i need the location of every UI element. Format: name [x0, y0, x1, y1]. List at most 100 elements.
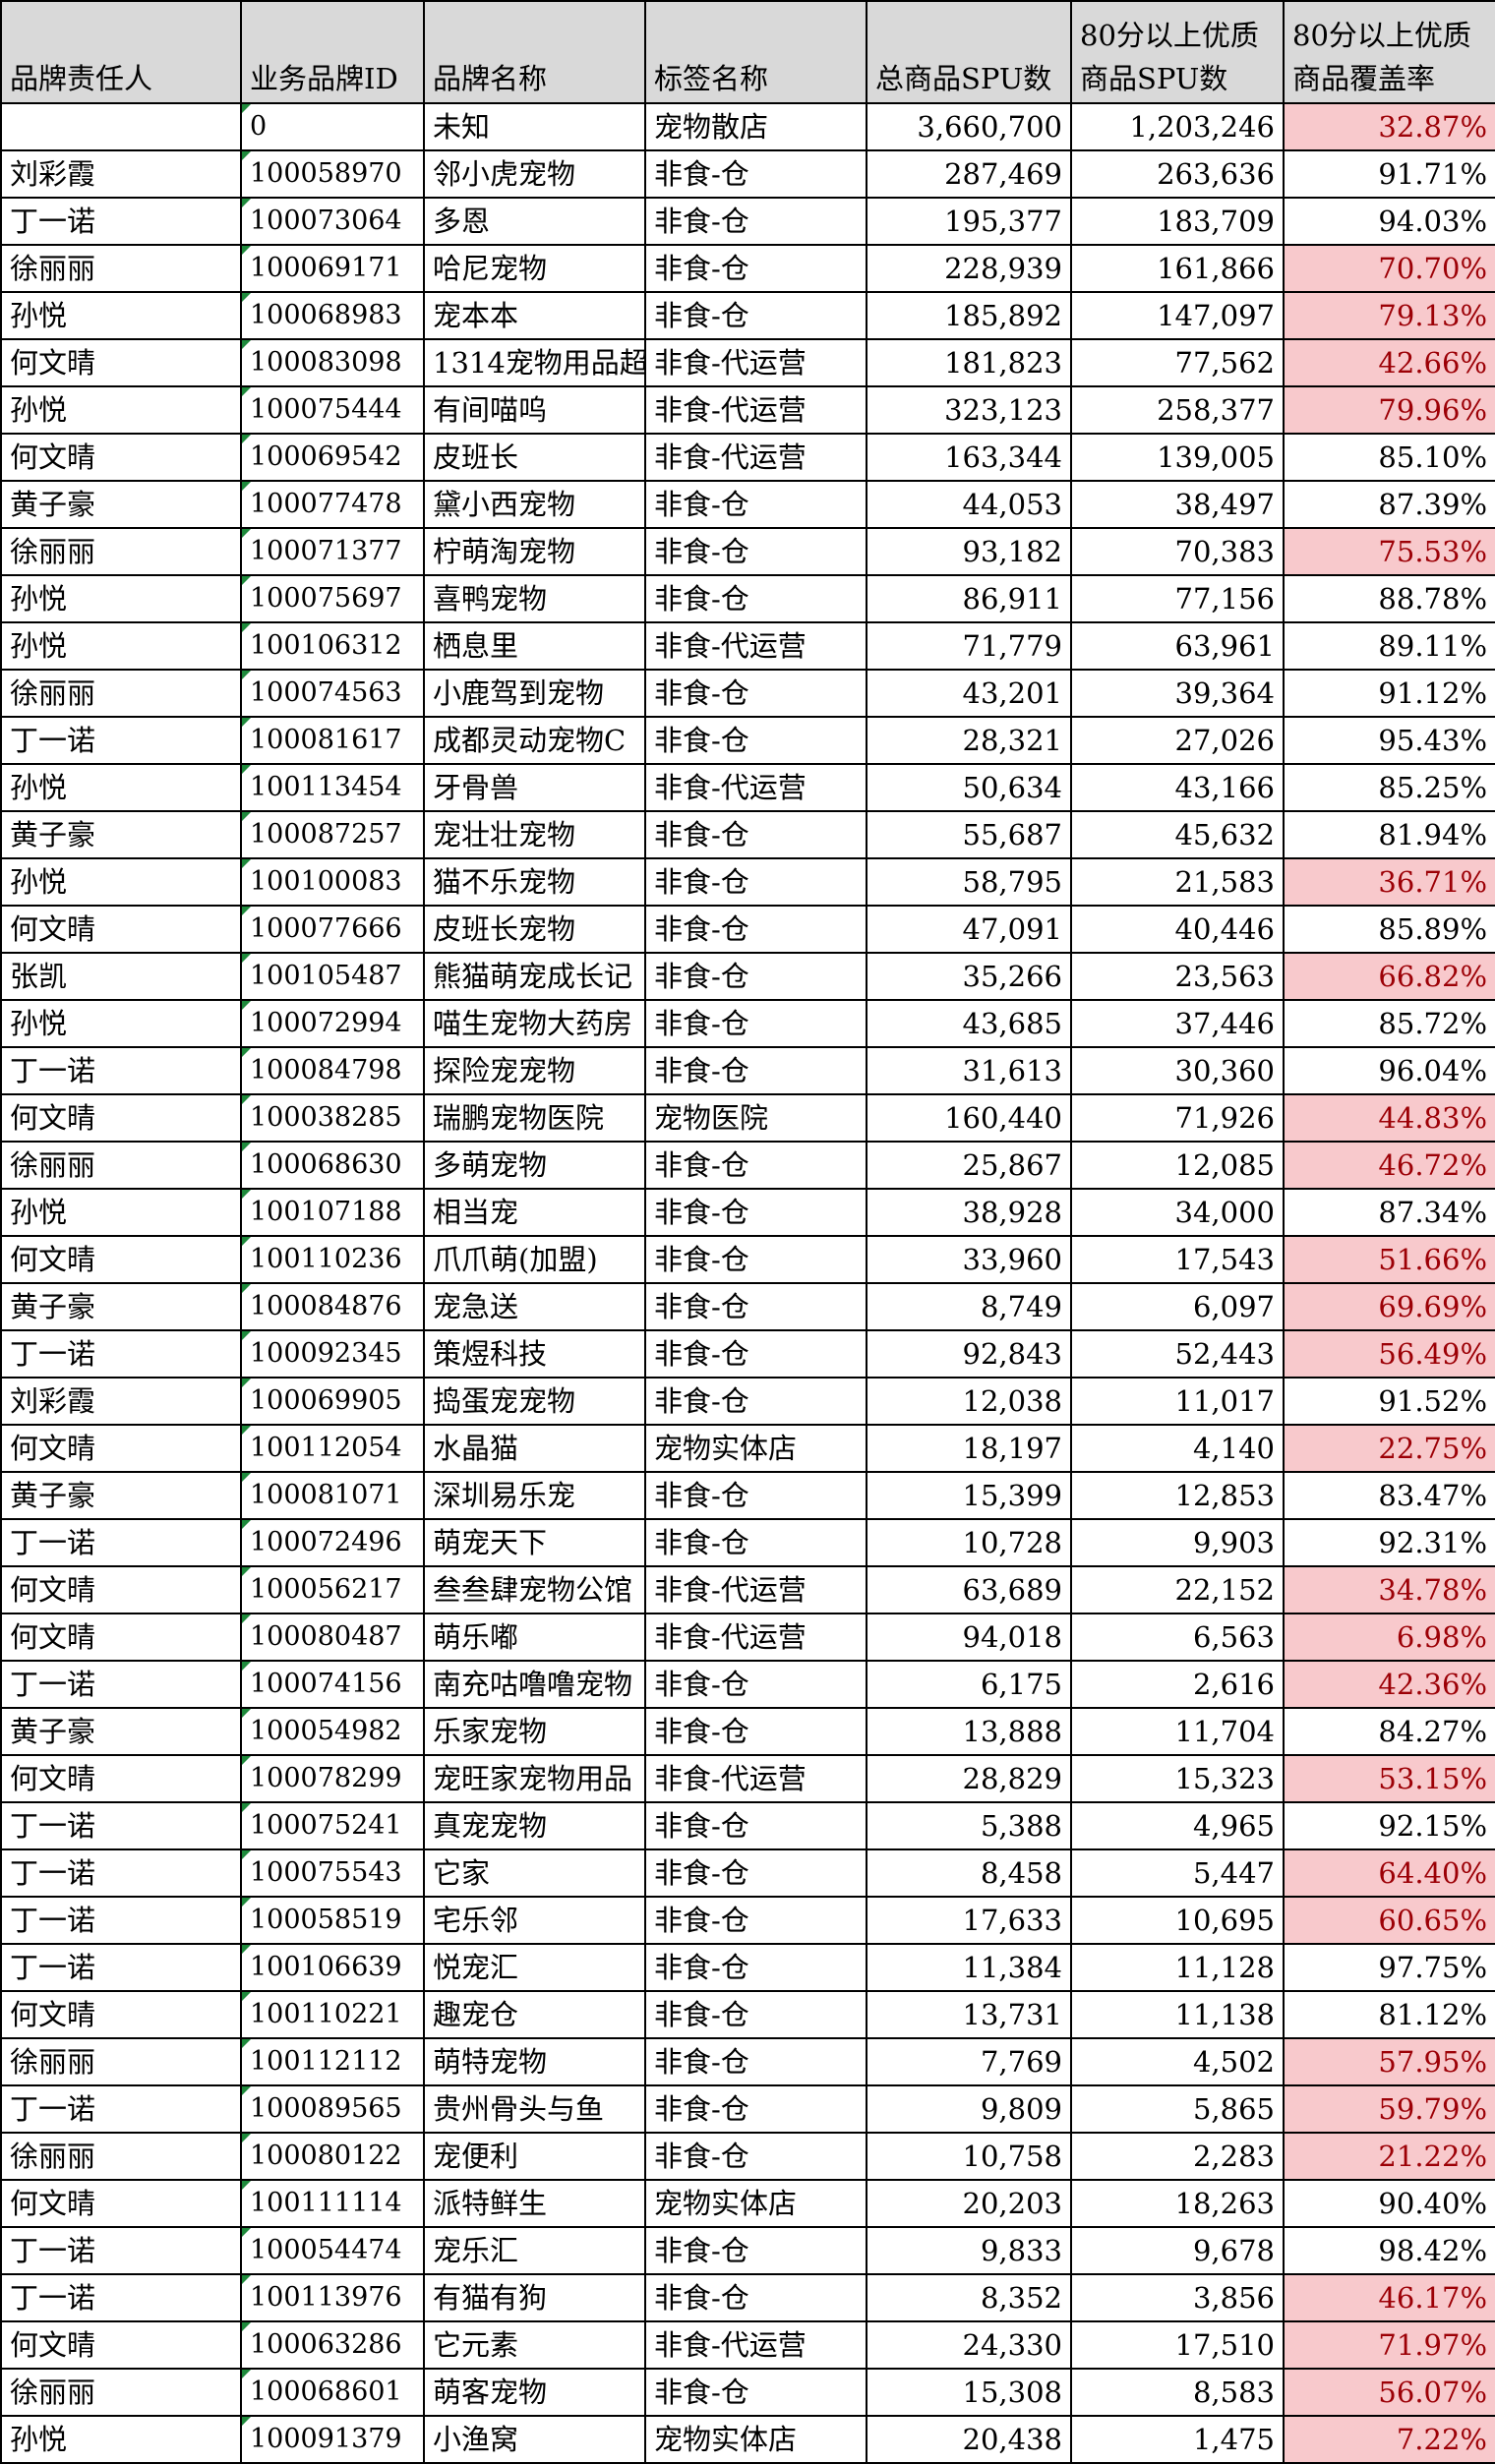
header-tag-name[interactable]: 标签名称	[644, 0, 867, 104]
cell-brand-id[interactable]: 100068630	[240, 1141, 425, 1190]
cell-tag-name[interactable]: 宠物实体店	[644, 1424, 867, 1473]
cell-brand-id[interactable]: 100069905	[240, 1377, 425, 1426]
cell-brand-name[interactable]: 柠萌淘宠物	[423, 527, 646, 576]
cell-brand-id[interactable]: 100075444	[240, 385, 425, 435]
cell-coverage-rate[interactable]: 91.71%	[1283, 149, 1495, 199]
cell-tag-name[interactable]: 非食-仓	[644, 1943, 867, 1992]
cell-brand-id[interactable]: 100074563	[240, 669, 425, 718]
cell-total-spu[interactable]: 33,960	[866, 1235, 1072, 1284]
cell-tag-name[interactable]: 非食-仓	[644, 291, 867, 340]
cell-quality-spu[interactable]: 147,097	[1070, 291, 1285, 340]
cell-owner[interactable]: 孙悦	[0, 763, 242, 812]
cell-brand-id[interactable]: 100058970	[240, 149, 425, 199]
cell-quality-spu[interactable]: 38,497	[1070, 480, 1285, 529]
cell-coverage-rate[interactable]: 85.10%	[1283, 433, 1495, 482]
cell-owner[interactable]: 何文晴	[0, 2320, 242, 2370]
cell-brand-name[interactable]: 相当宠	[423, 1188, 646, 1237]
cell-owner[interactable]: 黄子豪	[0, 1471, 242, 1520]
cell-coverage-rate[interactable]: 85.25%	[1283, 763, 1495, 812]
cell-brand-id[interactable]: 100054982	[240, 1707, 425, 1756]
cell-tag-name[interactable]: 非食-仓	[644, 1471, 867, 1520]
cell-coverage-rate[interactable]: 69.69%	[1283, 1282, 1495, 1331]
cell-quality-spu[interactable]: 12,853	[1070, 1471, 1285, 1520]
cell-quality-spu[interactable]: 11,704	[1070, 1707, 1285, 1756]
cell-coverage-rate[interactable]: 51.66%	[1283, 1235, 1495, 1284]
cell-quality-spu[interactable]: 4,140	[1070, 1424, 1285, 1473]
cell-tag-name[interactable]: 非食-仓	[644, 480, 867, 529]
cell-brand-id[interactable]: 100078299	[240, 1754, 425, 1803]
cell-tag-name[interactable]: 宠物实体店	[644, 2415, 867, 2464]
cell-total-spu[interactable]: 13,888	[866, 1707, 1072, 1756]
cell-quality-spu[interactable]: 77,156	[1070, 574, 1285, 623]
cell-total-spu[interactable]: 11,384	[866, 1943, 1072, 1992]
cell-brand-name[interactable]: 贵州骨头与鱼	[423, 2084, 646, 2134]
cell-quality-spu[interactable]: 11,017	[1070, 1377, 1285, 1426]
cell-owner[interactable]: 张凯	[0, 952, 242, 1001]
cell-total-spu[interactable]: 35,266	[866, 952, 1072, 1001]
cell-owner[interactable]: 何文晴	[0, 1235, 242, 1284]
cell-brand-id[interactable]: 100100083	[240, 857, 425, 907]
cell-total-spu[interactable]: 92,843	[866, 1329, 1072, 1379]
cell-owner[interactable]: 徐丽丽	[0, 669, 242, 718]
cell-owner[interactable]: 何文晴	[0, 905, 242, 954]
cell-total-spu[interactable]: 9,809	[866, 2084, 1072, 2134]
cell-brand-id[interactable]: 100073064	[240, 197, 425, 246]
cell-coverage-rate[interactable]: 60.65%	[1283, 1896, 1495, 1945]
cell-total-spu[interactable]: 43,685	[866, 999, 1072, 1048]
cell-brand-id[interactable]: 100092345	[240, 1329, 425, 1379]
cell-quality-spu[interactable]: 15,323	[1070, 1754, 1285, 1803]
cell-total-spu[interactable]: 12,038	[866, 1377, 1072, 1426]
cell-brand-name[interactable]: 乐家宠物	[423, 1707, 646, 1756]
cell-total-spu[interactable]: 160,440	[866, 1093, 1072, 1143]
cell-total-spu[interactable]: 20,438	[866, 2415, 1072, 2464]
cell-quality-spu[interactable]: 3,856	[1070, 2273, 1285, 2322]
cell-brand-id[interactable]: 100110221	[240, 1990, 425, 2039]
cell-total-spu[interactable]: 15,308	[866, 2368, 1072, 2417]
cell-tag-name[interactable]: 非食-仓	[644, 2273, 867, 2322]
cell-total-spu[interactable]: 8,352	[866, 2273, 1072, 2322]
cell-brand-id[interactable]: 100106312	[240, 621, 425, 671]
cell-brand-name[interactable]: 未知	[423, 102, 646, 151]
cell-brand-name[interactable]: 宠乐汇	[423, 2226, 646, 2275]
cell-owner[interactable]	[0, 102, 242, 151]
cell-brand-id[interactable]: 100113454	[240, 763, 425, 812]
cell-quality-spu[interactable]: 161,866	[1070, 244, 1285, 293]
cell-coverage-rate[interactable]: 83.47%	[1283, 1471, 1495, 1520]
cell-total-spu[interactable]: 50,634	[866, 763, 1072, 812]
cell-owner[interactable]: 黄子豪	[0, 810, 242, 859]
cell-quality-spu[interactable]: 11,128	[1070, 1943, 1285, 1992]
cell-total-spu[interactable]: 15,399	[866, 1471, 1072, 1520]
cell-owner[interactable]: 何文晴	[0, 1990, 242, 2039]
cell-quality-spu[interactable]: 183,709	[1070, 197, 1285, 246]
cell-brand-name[interactable]: 多恩	[423, 197, 646, 246]
cell-brand-name[interactable]: 悦宠汇	[423, 1943, 646, 1992]
cell-tag-name[interactable]: 非食-仓	[644, 244, 867, 293]
cell-quality-spu[interactable]: 39,364	[1070, 669, 1285, 718]
cell-brand-name[interactable]: 邻小虎宠物	[423, 149, 646, 199]
cell-tag-name[interactable]: 非食-仓	[644, 1141, 867, 1190]
cell-coverage-rate[interactable]: 44.83%	[1283, 1093, 1495, 1143]
cell-tag-name[interactable]: 非食-仓	[644, 2226, 867, 2275]
cell-brand-name[interactable]: 萌特宠物	[423, 2037, 646, 2086]
cell-coverage-rate[interactable]: 46.72%	[1283, 1141, 1495, 1190]
cell-coverage-rate[interactable]: 87.39%	[1283, 480, 1495, 529]
cell-brand-name[interactable]: 猫不乐宠物	[423, 857, 646, 907]
cell-brand-name[interactable]: 皮班长宠物	[423, 905, 646, 954]
cell-total-spu[interactable]: 10,728	[866, 1518, 1072, 1567]
cell-total-spu[interactable]: 7,769	[866, 2037, 1072, 2086]
cell-owner[interactable]: 何文晴	[0, 1424, 242, 1473]
cell-coverage-rate[interactable]: 92.15%	[1283, 1801, 1495, 1850]
cell-tag-name[interactable]: 非食-仓	[644, 1329, 867, 1379]
cell-brand-id[interactable]: 100087257	[240, 810, 425, 859]
cell-brand-id[interactable]: 100084876	[240, 1282, 425, 1331]
cell-quality-spu[interactable]: 21,583	[1070, 857, 1285, 907]
cell-quality-spu[interactable]: 18,263	[1070, 2179, 1285, 2228]
cell-coverage-rate[interactable]: 84.27%	[1283, 1707, 1495, 1756]
cell-tag-name[interactable]: 非食-仓	[644, 952, 867, 1001]
cell-brand-id[interactable]: 100038285	[240, 1093, 425, 1143]
cell-coverage-rate[interactable]: 79.96%	[1283, 385, 1495, 435]
cell-tag-name[interactable]: 非食-仓	[644, 2037, 867, 2086]
cell-total-spu[interactable]: 28,829	[866, 1754, 1072, 1803]
cell-total-spu[interactable]: 195,377	[866, 197, 1072, 246]
cell-owner[interactable]: 何文晴	[0, 1565, 242, 1614]
